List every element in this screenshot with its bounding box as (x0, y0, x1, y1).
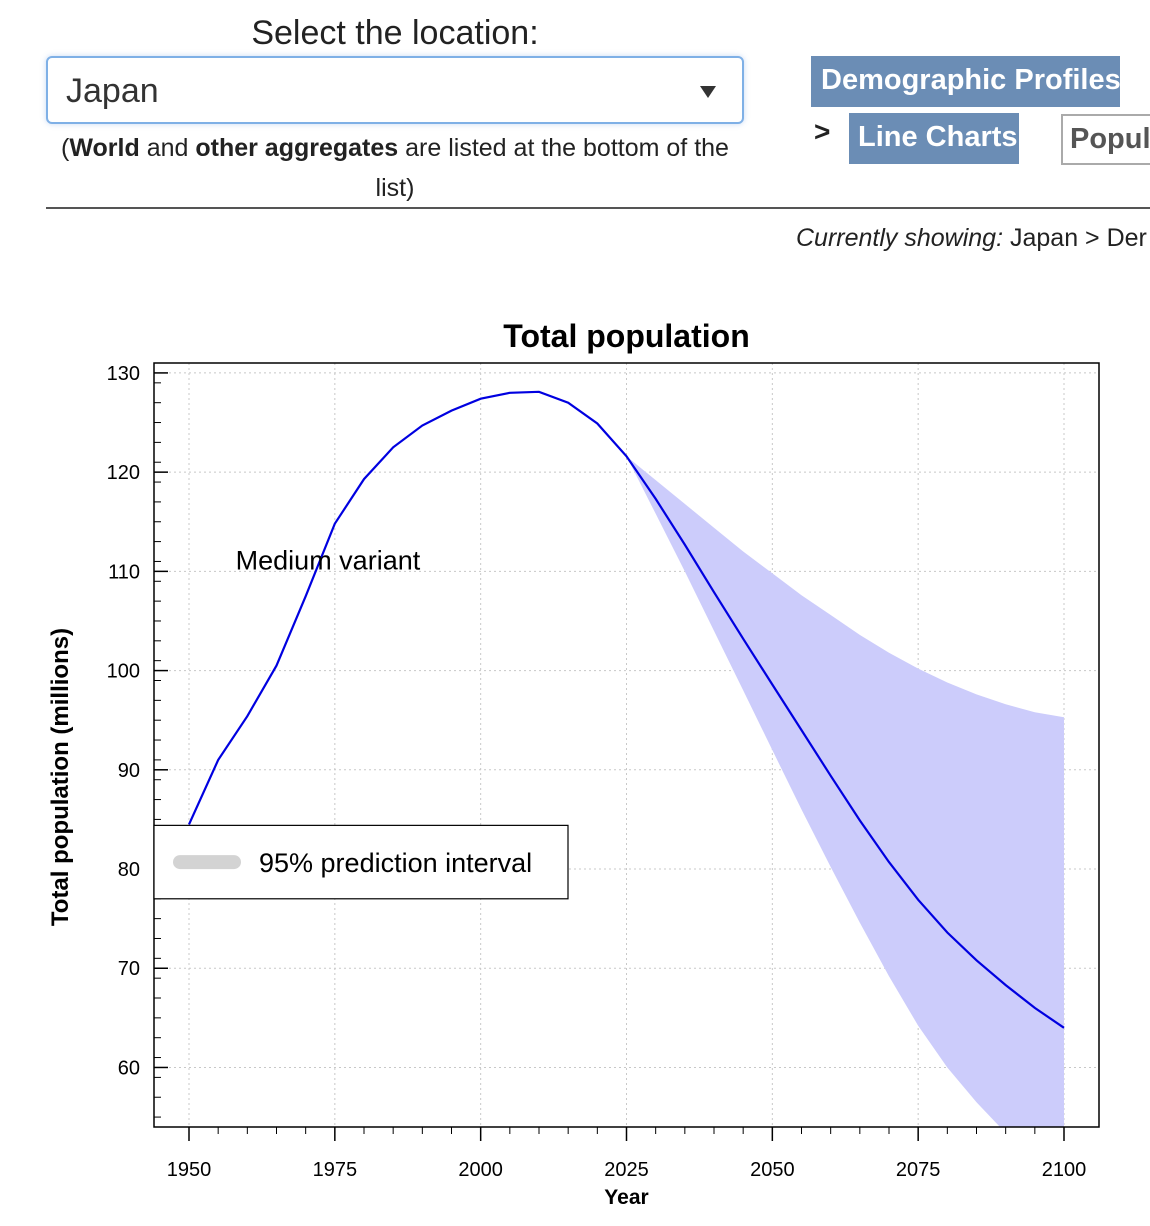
x-tick-label: 2100 (1042, 1159, 1087, 1181)
legend: 95% prediction interval (153, 824, 569, 900)
demographic-profiles-button[interactable]: Demographic Profiles (811, 56, 1121, 107)
y-tick-label: 70 (118, 958, 140, 980)
legend-entry: 95% prediction interval (259, 848, 532, 878)
line-charts-button[interactable]: Line Charts (849, 113, 1019, 164)
x-tick-label: 2000 (458, 1159, 503, 1181)
chart-title: Total population (503, 318, 749, 354)
note-open: ( (61, 134, 70, 162)
y-axis-label: Total population (millions) (47, 628, 74, 926)
y-tick-label: 90 (118, 760, 140, 782)
y-tick-label: 100 (107, 661, 140, 683)
prediction-interval-area (626, 456, 1064, 1127)
x-tick-label: 2025 (604, 1159, 649, 1181)
population-chart: 1950 1975 2000 2025 2050 2075 2100 60 70 80 90 100 1… (47, 318, 1100, 1209)
x-tick-label: 1950 (167, 1159, 212, 1181)
dropdown-arrow-icon (700, 86, 716, 98)
note-world: World (69, 134, 140, 162)
divider (46, 207, 1150, 209)
currently-showing: Currently showing: Japan > Der (796, 224, 1147, 253)
y-tick-label: 60 (118, 1057, 140, 1079)
x-tick-label: 1975 (313, 1159, 358, 1181)
y-tick-label: 110 (108, 561, 140, 583)
note-and: and (139, 134, 196, 162)
population-button[interactable]: Popula (1061, 114, 1150, 165)
note-aggregates: other aggregates (195, 134, 399, 162)
y-tick-label: 80 (118, 859, 140, 881)
x-tick-label: 2075 (896, 1159, 941, 1181)
medium-variant-line (187, 390, 1065, 1029)
note-rest: are listed at the bottom of the list) (375, 134, 729, 202)
currently-showing-prefix: Currently showing: (796, 224, 1004, 252)
x-axis-label: Year (604, 1186, 648, 1209)
location-select-value: Japan (66, 72, 159, 110)
location-select[interactable]: Japan (46, 56, 744, 124)
currently-showing-path: Japan > Der (1003, 224, 1147, 252)
location-label: Select the location: (251, 14, 539, 52)
y-tick-label: 130 (107, 363, 140, 385)
axis-layer: 1950 1975 2000 2025 2050 2075 2100 60 70 80 90 100 1… (107, 363, 1087, 1181)
location-note: (World and other aggregates are listed a… (46, 128, 744, 208)
x-tick-label: 2050 (750, 1159, 795, 1181)
nav-separator: > (814, 116, 831, 147)
y-tick-label: 120 (107, 462, 140, 484)
medium-variant-annotation: Medium variant (236, 545, 421, 575)
